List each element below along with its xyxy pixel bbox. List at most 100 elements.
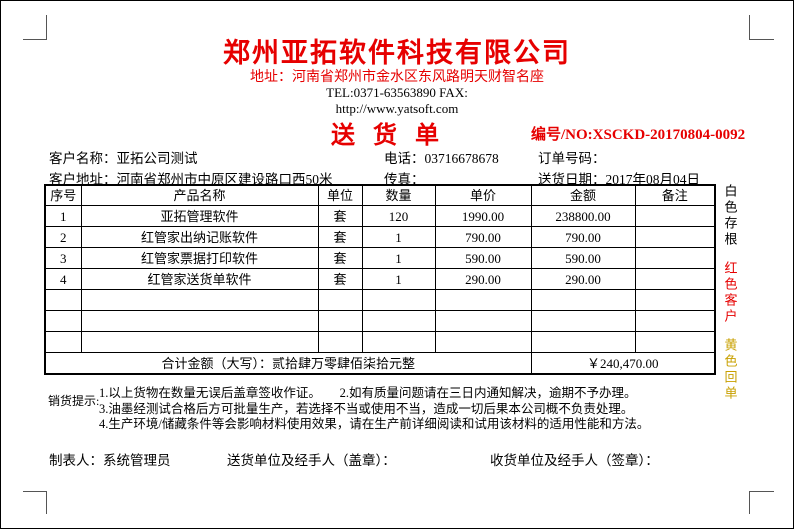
table-cell [530,310,636,332]
table-cell: 1 [361,247,436,269]
table-row [44,331,716,353]
customer-name-label: 客户名称： [49,151,117,166]
table-cell [434,331,532,353]
table-cell: 790.00 [530,226,636,248]
items-table: 序号 产品名称 单位 数量 单价 金额 备注 1 亚拓管理软件套 120 1990.00 23880… [44,184,716,375]
column-header: 单位 [317,184,363,206]
table-row [44,289,716,311]
delivery-date-value: 2017年08月04日 [605,172,701,187]
table-cell [80,331,319,353]
phone-field: 电话：03716678678 [384,147,499,167]
table-cell: 590.00 [530,247,636,269]
customer-name-field: 客户名称：亚拓公司测试 [49,147,198,167]
column-header: 金额 [530,184,636,206]
table-cell: 3 [44,247,82,269]
table-cell [80,310,319,332]
column-header: 数量 [361,184,436,206]
crop-mark-bottom-right [749,491,774,514]
preparer-field: 制表人：系统管理员 [49,449,171,469]
copy-color-label: 白色存根 [722,184,738,248]
table-row [44,310,716,332]
customer-name-value: 亚拓公司测试 [116,151,198,166]
table-cell [634,331,716,353]
table-row: 2 红管家出纳记账软件套 1 790.00 790.00 [44,226,716,248]
copy-color-label: 黄色回单 [722,338,738,402]
document-number: 编号/NO:XSCKD-20170804-0092 [531,127,746,143]
column-header: 产品名称 [80,184,319,206]
table-cell [44,331,82,353]
table-cell [530,289,636,311]
table-cell: 套 [317,247,363,269]
column-header: 备注 [634,184,716,206]
receiver-sign-label: 收货单位及经手人（签章）： [490,453,659,468]
table-cell [317,310,363,332]
total-amount-figure: ￥240,470.00 [530,352,716,375]
table-cell [634,205,716,227]
table-cell [80,289,319,311]
table-cell: 套 [317,205,363,227]
table-row: 3 红管家票据打印软件套 1 590.00 590.00 [44,247,716,269]
table-cell: 1990.00 [434,205,532,227]
table-cell: 红管家出纳记账软件 [80,226,319,248]
table-cell [317,331,363,353]
table-cell [434,310,532,332]
document-title: 送 货 单 [331,123,445,149]
fax-field: 传真： [384,168,425,188]
table-cell [44,310,82,332]
copy-color-label: 红色客户 [722,261,738,325]
copy-color-labels: 白色存根红色客户黄色回单 [721,184,739,402]
table-cell: 亚拓管理软件 [80,205,319,227]
table-cell: 套 [317,268,363,290]
order-no-field: 订单号码： [538,147,606,167]
note-line: 1.以上货物在数量无误后盖章签收作证。 2.如有质量问题请在三日内通知解决，逾期… [99,386,637,400]
preparer-label: 制表人： [49,453,103,468]
table-cell [361,289,436,311]
table-cell: 1 [361,268,436,290]
table-cell: 790.00 [434,226,532,248]
table-cell [634,289,716,311]
table-cell: 1 [44,205,82,227]
table-cell: 4 [44,268,82,290]
column-header: 序号 [44,184,82,206]
table-cell: 238800.00 [530,205,636,227]
sales-notes: 1.以上货物在数量无误后盖章签收作证。 2.如有质量问题请在三日内通知解决，逾期… [99,386,649,433]
table-cell [317,289,363,311]
table-cell: 290.00 [530,268,636,290]
table-cell [634,268,716,290]
table-cell [361,310,436,332]
total-amount-in-words: 合计金额（大写）：贰拾肆万零肆佰柒拾元整 [44,352,532,375]
fax-label: 传真： [384,172,425,187]
customer-address-field: 客户地址：河南省郑州市中原区建设路口西50米 [49,168,333,188]
phone-value: 03716678678 [424,151,499,166]
preparer-value: 系统管理员 [103,453,171,468]
sales-notes-label: 销货提示: [48,394,100,408]
table-cell [530,331,636,353]
table-cell [634,310,716,332]
table-cell: 2 [44,226,82,248]
total-row: 合计金额（大写）：贰拾肆万零肆佰柒拾元整 ￥240,470.00 [44,352,716,375]
delivery-date-label: 送货日期： [538,172,606,187]
crop-mark-top-left [23,15,47,40]
note-line: 3.油墨经测试合格后方可批量生产，若选择不当或使用不当，造成一切后果本公司概不负… [99,401,634,416]
table-header-row: 序号 产品名称 单位 数量 单价 金额 备注 [44,184,716,206]
crop-mark-top-right [749,15,774,40]
table-row: 4 红管家送货单软件套 1 290.00 290.00 [44,268,716,290]
phone-label: 电话： [384,151,425,166]
company-tel-fax: TEL:0371-63563890 FAX: [326,85,468,100]
table-cell: 红管家送货单软件 [80,268,319,290]
table-cell: 套 [317,226,363,248]
order-no-label: 订单号码： [538,151,606,166]
table-cell: 1 [361,226,436,248]
customer-address-label: 客户地址： [49,172,117,187]
company-website: http://www.yatsoft.com [335,101,459,116]
table-cell: 290.00 [434,268,532,290]
table-cell: 590.00 [434,247,532,269]
crop-mark-bottom-left [23,491,47,514]
delivery-date-field: 送货日期：2017年08月04日 [538,168,700,188]
table-cell: 红管家票据打印软件 [80,247,319,269]
table-cell [44,289,82,311]
note-line: 4.生产环境/储藏条件等会影响材料使用效果，请在生产前详细阅读和试用该材料的适用… [99,417,650,431]
table-cell: 120 [361,205,436,227]
sender-sign-label: 送货单位及经手人（盖章）： [227,453,396,468]
